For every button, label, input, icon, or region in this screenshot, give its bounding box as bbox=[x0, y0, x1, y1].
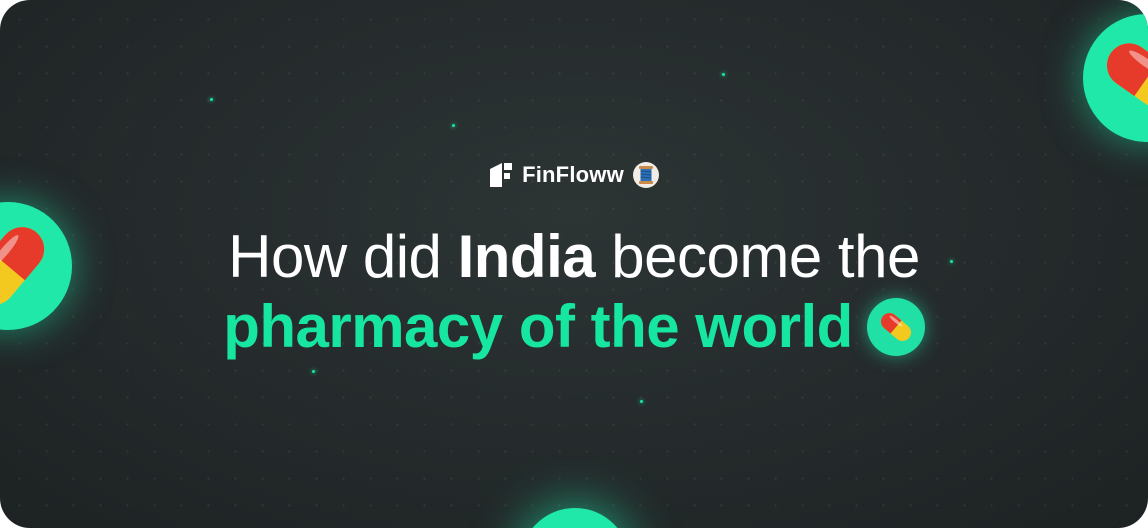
brand-name: FinFloww bbox=[522, 162, 624, 187]
headline-accent-text: pharmacy of the world bbox=[223, 293, 853, 360]
sparkle-dot bbox=[722, 73, 725, 76]
headline-emphasis: India bbox=[457, 223, 596, 290]
finfloww-logo-icon bbox=[490, 163, 513, 187]
pill-icon bbox=[880, 312, 911, 341]
brand-lockup: FinFloww bbox=[0, 161, 1148, 189]
headline-suffix: become the bbox=[595, 223, 920, 290]
headline-line-2: pharmacy of the world bbox=[0, 292, 1148, 361]
pill-badge bbox=[866, 297, 925, 356]
right-pill-orb bbox=[1083, 14, 1148, 142]
sparkle-dot bbox=[210, 98, 213, 101]
thread-spool-icon bbox=[632, 162, 659, 188]
sparkle-dot bbox=[312, 370, 315, 373]
pill-icon bbox=[0, 227, 45, 305]
pill-icon bbox=[1106, 43, 1148, 113]
left-pill-orb bbox=[0, 202, 72, 330]
sparkle-dot bbox=[950, 260, 953, 263]
headline-line-1: How did India become the bbox=[0, 222, 1148, 291]
sparkle-dot bbox=[640, 400, 643, 403]
headline-prefix: How did bbox=[228, 223, 458, 290]
sparkle-dot bbox=[452, 124, 455, 127]
